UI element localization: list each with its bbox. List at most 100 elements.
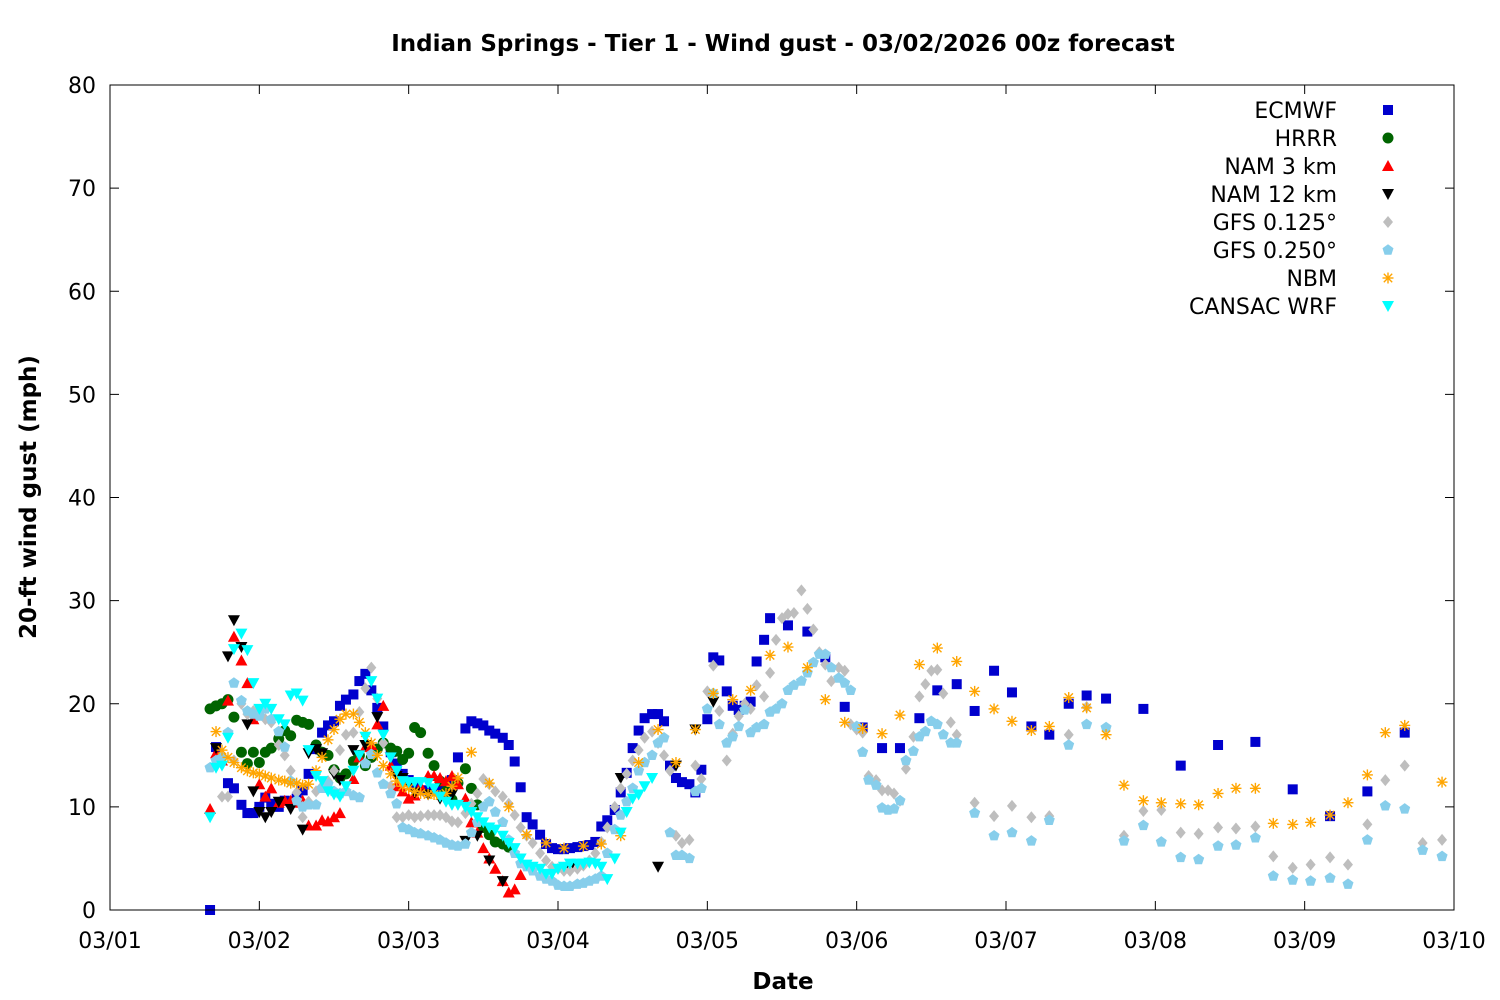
asterisk-stroke: [952, 656, 962, 667]
data-point-gfs-0-125: [354, 706, 365, 718]
data-point-gfs-0-125: [714, 704, 725, 717]
data-point-nbm: [652, 724, 664, 736]
data-point-ecmwf: [989, 665, 1000, 676]
data-point-hrrr: [459, 763, 471, 775]
data-point-cansac-wrf: [253, 703, 266, 715]
data-point-gfs-0-250: [1137, 819, 1149, 831]
data-point-nbm: [558, 842, 570, 854]
data-point-gfs-0-125: [541, 854, 552, 867]
data-point-cansac-wrf: [496, 830, 509, 842]
legend-marker-hrrr: [1382, 132, 1394, 144]
data-point-ecmwf: [391, 758, 402, 769]
data-point-gfs-0-125: [639, 731, 650, 744]
data-point-ecmwf: [602, 815, 613, 826]
data-point-nbm: [577, 840, 589, 852]
data-point-hrrr: [228, 711, 240, 723]
series-gfs-0-250: [204, 648, 1448, 891]
data-point-nbm: [1043, 720, 1055, 732]
data-point-gfs-0-250: [988, 830, 1000, 841]
asterisk-stroke: [211, 726, 221, 737]
x-tick-label: 03/09: [1273, 929, 1336, 954]
data-point-ecmwf: [1287, 784, 1298, 795]
data-point-hrrr: [465, 782, 477, 794]
data-point-gfs-0-125: [621, 767, 632, 780]
data-point-gfs-0-125: [796, 584, 807, 597]
data-point-gfs-0-250: [937, 728, 949, 740]
asterisk-stroke: [1437, 777, 1447, 787]
asterisk-stroke: [453, 773, 463, 783]
data-point-nbm: [1193, 799, 1205, 811]
asterisk-stroke: [783, 642, 793, 652]
data-point-nbm: [483, 777, 495, 789]
data-point-ecmwf: [877, 743, 888, 754]
data-point-nbm: [969, 685, 981, 697]
data-point-gfs-0-125: [938, 687, 949, 700]
data-point-nbm: [1342, 797, 1354, 809]
data-point-gfs-0-125: [696, 773, 707, 786]
data-point-ecmwf: [714, 655, 725, 666]
data-point-gfs-0-250: [1230, 839, 1242, 850]
data-point-gfs-0-125: [926, 664, 937, 677]
asterisk-stroke: [1343, 798, 1353, 808]
data-point-ecmwf: [596, 821, 607, 832]
asterisk-stroke: [242, 766, 253, 776]
data-point-gfs-0-125: [751, 679, 762, 692]
legend: ECMWF HRRR NAM 3 km NAM 12 km GFS 0.125° GFS …: [1189, 99, 1394, 320]
data-point-ecmwf: [1101, 693, 1112, 704]
data-point-ecmwf: [452, 752, 463, 763]
data-point-ecmwf: [584, 840, 595, 851]
data-point-nbm: [1100, 729, 1112, 741]
asterisk-stroke: [386, 769, 396, 779]
asterisk-stroke: [559, 843, 569, 853]
data-point-nam-3-km: [377, 699, 390, 711]
data-point-gfs-0-125: [527, 836, 538, 849]
data-point-ecmwf: [1044, 729, 1055, 740]
y-tick-label: 20: [68, 693, 96, 718]
data-point-ecmwf: [1362, 786, 1373, 797]
asterisk-stroke: [254, 769, 265, 779]
data-point-nam-12-km: [247, 786, 260, 798]
data-point-nam-3-km: [434, 772, 447, 783]
data-point-ecmwf: [721, 686, 732, 697]
data-point-nam-3-km: [221, 694, 234, 706]
data-point-gfs-0-250: [1249, 832, 1261, 843]
data-point-gfs-0-125: [1287, 861, 1298, 874]
data-point-gfs-0-125: [1417, 836, 1428, 849]
data-point-cansac-wrf: [384, 752, 397, 764]
data-point-gfs-0-125: [969, 796, 980, 809]
data-point-cansac-wrf: [595, 861, 608, 873]
legend-label-hrrr: HRRR: [1275, 127, 1337, 152]
data-point-cansac-wrf: [296, 695, 309, 707]
data-point-cansac-wrf: [489, 824, 502, 836]
x-tick-label: 03/01: [78, 929, 141, 954]
data-point-nbm: [322, 734, 334, 746]
data-point-nam-3-km: [235, 654, 248, 666]
data-point-gfs-0-250: [907, 745, 919, 756]
asterisk-stroke: [504, 802, 514, 812]
data-point-gfs-0-125: [348, 726, 359, 739]
data-point-nbm: [707, 687, 719, 699]
data-point-cansac-wrf: [620, 807, 633, 819]
data-point-gfs-0-250: [459, 838, 471, 849]
data-point-cansac-wrf: [204, 812, 217, 824]
legend-marker-nam-12-km: [1382, 189, 1394, 200]
data-point-gfs-0-125: [839, 664, 850, 677]
data-point-gfs-0-125: [564, 864, 575, 877]
data-point-gfs-0-125: [609, 800, 620, 813]
data-point-nam-12-km: [333, 775, 346, 787]
asterisk-stroke: [989, 704, 999, 714]
asterisk-stroke: [291, 778, 302, 788]
data-point-nam-3-km: [204, 802, 217, 814]
data-point-nbm: [1006, 715, 1018, 727]
data-point-cansac-wrf: [534, 863, 547, 875]
legend-label-gfs-0-250: GFS 0.250°: [1213, 239, 1337, 264]
asterisk-stroke: [236, 762, 247, 773]
data-point-ecmwf: [460, 723, 471, 734]
data-point-nbm: [1081, 702, 1093, 714]
asterisk-stroke: [541, 838, 551, 848]
data-point-ecmwf: [727, 700, 738, 711]
data-point-gfs-0-250: [483, 795, 495, 807]
data-point-nbm: [988, 703, 1000, 715]
data-point-gfs-0-125: [1213, 821, 1224, 834]
data-point-ecmwf: [509, 756, 520, 767]
